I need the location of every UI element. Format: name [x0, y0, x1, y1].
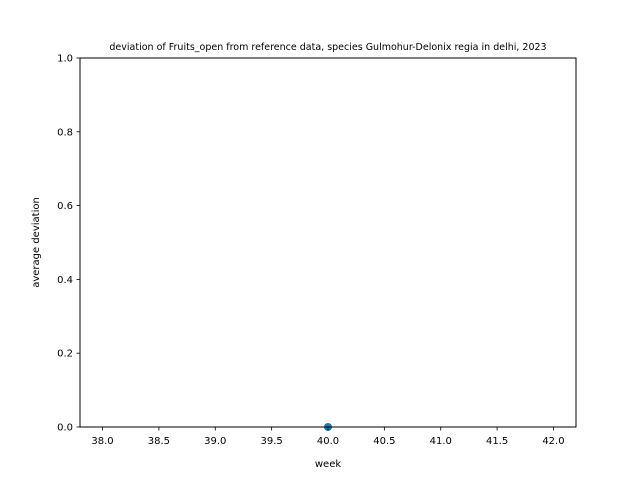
y-tick-label: 0.8	[57, 127, 73, 138]
y-tick-label: 0.2	[57, 349, 73, 360]
x-axis: 38.0 38.5 39.0 39.5 40.0 40.5 41.0 41.5 42.0	[91, 427, 565, 447]
x-tick-label: 41.5	[486, 436, 508, 447]
x-tick-label: 38.0	[91, 436, 113, 447]
plot-background	[80, 58, 576, 427]
x-tick-label: 40.0	[317, 436, 339, 447]
x-tick-label: 39.5	[261, 436, 283, 447]
x-tick-label: 42.0	[542, 436, 564, 447]
y-axis: 0.0 0.2 0.4 0.6 0.8 1.0	[57, 54, 80, 434]
x-tick-label: 39.0	[204, 436, 226, 447]
y-tick-label: 0.6	[57, 201, 73, 212]
x-axis-label: week	[315, 459, 341, 470]
chart-title: deviation of Fruits_open from reference …	[109, 42, 546, 53]
x-tick-label: 40.5	[373, 436, 395, 447]
y-tick-label: 0.4	[57, 275, 73, 286]
plot-area	[79, 57, 577, 431]
y-tick-label: 0.0	[57, 423, 73, 434]
y-tick-label: 1.0	[57, 54, 73, 65]
x-tick-label: 38.5	[148, 436, 170, 447]
x-tick-label: 41.0	[430, 436, 452, 447]
y-axis-label: average deviation	[31, 197, 42, 288]
